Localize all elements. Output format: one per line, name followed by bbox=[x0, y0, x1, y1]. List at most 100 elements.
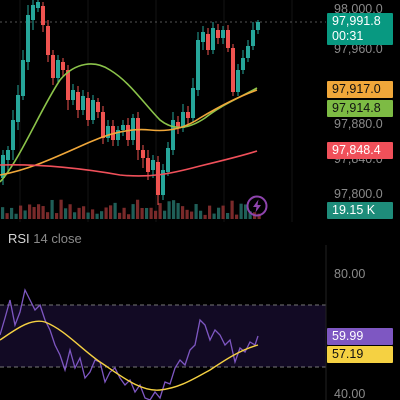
candle-body bbox=[1, 155, 5, 178]
candle-body bbox=[191, 88, 195, 118]
volume-bar bbox=[14, 213, 18, 219]
candle-body bbox=[11, 120, 15, 150]
volume-bar bbox=[212, 213, 216, 219]
volume-bar bbox=[131, 204, 135, 219]
volume-bar bbox=[68, 204, 72, 219]
volume-bar bbox=[248, 211, 252, 219]
volume-bar bbox=[91, 209, 95, 219]
lightning-button[interactable] bbox=[246, 195, 268, 217]
candle-body bbox=[21, 60, 25, 96]
rsi-scale-label: 40.00 bbox=[334, 387, 366, 400]
volume-bar bbox=[41, 206, 45, 219]
volume-bar bbox=[172, 200, 176, 219]
volume-bar bbox=[163, 210, 167, 219]
volume-bar bbox=[59, 199, 63, 219]
volume-bar bbox=[19, 205, 23, 219]
candle-body bbox=[186, 112, 190, 118]
ma-green-line bbox=[0, 63, 258, 183]
ma-red-label: 97,848.4 bbox=[327, 142, 393, 159]
price-scale-label: 97,960.0 bbox=[334, 42, 383, 56]
volume-bar bbox=[208, 205, 212, 219]
candle-body bbox=[126, 125, 130, 140]
volume-bar bbox=[104, 207, 108, 219]
volume-bar bbox=[1, 207, 5, 219]
volume-bar bbox=[86, 212, 90, 219]
candle-body bbox=[31, 5, 35, 20]
candle-body bbox=[146, 158, 150, 172]
candle-body bbox=[71, 90, 75, 100]
volume-bar bbox=[46, 212, 50, 219]
candle-body bbox=[16, 95, 20, 122]
volume-bar bbox=[37, 204, 41, 219]
volume-bar bbox=[23, 210, 27, 219]
price-chart[interactable] bbox=[0, 0, 400, 222]
rsi-ma-value-label: 57.19 bbox=[327, 346, 393, 363]
volume-bar bbox=[140, 207, 144, 219]
volume-bar bbox=[118, 212, 122, 219]
volume-bar bbox=[257, 213, 261, 219]
volume-bar bbox=[50, 199, 54, 219]
candle-body bbox=[61, 62, 65, 70]
volume-bar bbox=[109, 205, 113, 219]
volume-bar bbox=[136, 199, 140, 219]
candle-body bbox=[66, 70, 70, 100]
candle-body bbox=[81, 96, 85, 110]
candle-body bbox=[76, 92, 80, 110]
ma-green-label: 97,914.8 bbox=[327, 100, 393, 117]
candle-body bbox=[256, 22, 260, 30]
candle-body bbox=[106, 126, 110, 138]
volume-bar bbox=[95, 213, 99, 219]
volume-bar bbox=[226, 212, 230, 219]
volume-bar bbox=[185, 209, 189, 219]
volume-bar bbox=[217, 207, 221, 219]
candle-body bbox=[171, 120, 175, 150]
price-scale-label: 97,800.0 bbox=[334, 187, 383, 201]
volume-bar bbox=[235, 214, 239, 219]
rsi-indicator-title[interactable]: RSI 14 close bbox=[8, 231, 82, 246]
rsi-ma-line bbox=[0, 320, 259, 391]
candle-body bbox=[201, 32, 205, 42]
rsi-value-label: 59.99 bbox=[327, 328, 393, 345]
candle-body bbox=[96, 102, 100, 112]
candle-body bbox=[246, 46, 250, 58]
price-scale-label: 97,880.0 bbox=[334, 117, 383, 131]
candle-body bbox=[91, 100, 95, 120]
volume-bar bbox=[167, 201, 171, 219]
last-price-label: 97,991.8 00:31 bbox=[327, 13, 393, 45]
candle-body bbox=[241, 58, 245, 70]
candle-body bbox=[216, 30, 220, 38]
volume-bar bbox=[244, 204, 248, 219]
candle-body bbox=[136, 118, 140, 150]
candle-body bbox=[101, 112, 105, 138]
volume-bar bbox=[199, 210, 203, 219]
volume-bar bbox=[122, 207, 126, 219]
candle-body bbox=[121, 125, 125, 130]
candle-body bbox=[221, 30, 225, 38]
volume-bar bbox=[82, 206, 86, 219]
candle-countdown: 00:31 bbox=[332, 29, 364, 43]
ma-red-line bbox=[0, 150, 258, 177]
candle-body bbox=[181, 112, 185, 128]
last-price-value: 97,991.8 bbox=[332, 14, 381, 28]
volume-bar bbox=[221, 205, 225, 219]
volume-bar bbox=[10, 207, 14, 219]
volume-bar bbox=[55, 213, 59, 219]
volume-bar bbox=[64, 208, 68, 219]
volume-label: 19.15 K bbox=[327, 202, 393, 219]
candle-body bbox=[46, 26, 50, 55]
candle-body bbox=[116, 130, 120, 140]
volume-bar bbox=[158, 203, 162, 219]
candle-body bbox=[196, 40, 200, 90]
candle-body bbox=[56, 60, 60, 78]
rsi-band bbox=[0, 305, 326, 367]
price-scale-label: 98,000.0 bbox=[334, 2, 383, 16]
candle-body bbox=[36, 2, 40, 8]
volume-bar bbox=[113, 202, 117, 219]
rsi-subtitle: 14 close bbox=[33, 231, 82, 246]
candle-body bbox=[161, 170, 165, 195]
volume-bar bbox=[239, 203, 243, 219]
rsi-scale-label: 80.00 bbox=[334, 267, 366, 281]
volume-bar bbox=[73, 212, 77, 219]
